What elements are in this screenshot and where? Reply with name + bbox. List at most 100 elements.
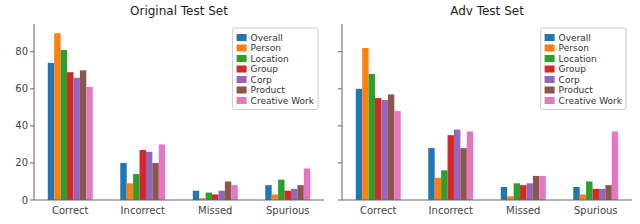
bar xyxy=(388,94,394,200)
x-axis-line xyxy=(342,200,632,201)
bar xyxy=(297,185,303,200)
bar xyxy=(501,187,507,200)
bar xyxy=(218,191,224,200)
legend-label: Location xyxy=(251,54,289,64)
bar xyxy=(356,89,362,200)
y-tick-label: 80 xyxy=(15,46,28,57)
bar xyxy=(278,180,284,200)
bars xyxy=(48,33,310,200)
bar xyxy=(193,191,199,200)
legend-swatch xyxy=(237,34,247,41)
bar xyxy=(127,183,133,200)
bar xyxy=(586,181,592,200)
bar xyxy=(231,185,237,200)
bar xyxy=(48,63,54,200)
bar xyxy=(73,78,79,200)
y-tick xyxy=(30,200,34,201)
bar xyxy=(146,152,152,200)
legend-swatch xyxy=(237,66,247,73)
legend-swatch xyxy=(545,97,555,104)
legend-label: Group xyxy=(251,64,279,74)
y-tick xyxy=(30,88,34,89)
bar xyxy=(285,191,291,200)
bar xyxy=(514,183,520,200)
bar xyxy=(593,189,599,200)
legend-swatch xyxy=(545,76,555,83)
y-tick xyxy=(338,125,342,126)
y-tick xyxy=(338,51,342,52)
x-tick-label: Missed xyxy=(506,205,540,216)
x-axis-line xyxy=(34,200,324,201)
legend-label: Product xyxy=(559,85,594,95)
bar xyxy=(212,194,218,200)
bar xyxy=(291,189,297,200)
bar xyxy=(272,194,278,200)
x-tick-label: Spurious xyxy=(266,205,310,216)
bar xyxy=(362,48,368,200)
legend-label: Person xyxy=(251,43,281,53)
legend-swatch xyxy=(545,34,555,41)
legend-label: Creative Work xyxy=(251,96,315,106)
legend-swatch xyxy=(237,45,247,52)
y-tick-label: 20 xyxy=(15,157,28,168)
y-tick xyxy=(338,162,342,163)
legend-label: Overall xyxy=(559,33,591,43)
panel: Original Test Set020406080CorrectIncorre… xyxy=(15,4,324,216)
bar xyxy=(61,50,67,200)
y-tick xyxy=(338,200,342,201)
legend-label: Location xyxy=(559,54,597,64)
bar xyxy=(435,178,441,200)
bar xyxy=(375,98,381,200)
bar xyxy=(612,131,618,200)
bar xyxy=(159,144,165,200)
legend-label: Corp xyxy=(559,75,580,85)
bar xyxy=(507,196,513,200)
bar xyxy=(265,185,271,200)
legend: OverallPersonLocationGroupCorpProductCre… xyxy=(233,28,318,110)
legend-swatch xyxy=(545,45,555,52)
legend: OverallPersonLocationGroupCorpProductCre… xyxy=(541,28,626,110)
chart-title: Adv Test Set xyxy=(450,4,524,18)
legend-label: Overall xyxy=(251,33,283,43)
legend-swatch xyxy=(545,55,555,62)
bar xyxy=(120,163,126,200)
legend-swatch xyxy=(545,66,555,73)
bar xyxy=(467,131,473,200)
y-tick xyxy=(338,88,342,89)
legend-box xyxy=(541,28,626,110)
legend-label: Creative Work xyxy=(559,96,623,106)
bar xyxy=(394,111,400,200)
bar xyxy=(454,130,460,200)
legend-swatch xyxy=(237,97,247,104)
bar xyxy=(140,150,146,200)
bar xyxy=(441,170,447,200)
bar xyxy=(580,194,586,200)
bar xyxy=(133,174,139,200)
legend-label: Product xyxy=(251,85,286,95)
bar xyxy=(369,74,375,200)
bar xyxy=(54,33,60,200)
bar xyxy=(152,163,158,200)
legend-label: Corp xyxy=(251,75,272,85)
x-tick-label: Correct xyxy=(52,205,89,216)
bar xyxy=(86,87,92,200)
x-tick-label: Missed xyxy=(198,205,232,216)
legend-label: Group xyxy=(559,64,587,74)
bar xyxy=(460,148,466,200)
legend-label: Person xyxy=(559,43,589,53)
bar xyxy=(80,70,86,200)
bars xyxy=(356,48,618,200)
bar xyxy=(381,100,387,200)
bar xyxy=(526,183,532,200)
bar xyxy=(206,193,212,200)
legend-swatch xyxy=(237,76,247,83)
x-tick-label: Correct xyxy=(360,205,397,216)
y-tick xyxy=(30,51,34,52)
legend-swatch xyxy=(237,55,247,62)
bar xyxy=(448,135,454,200)
bar xyxy=(573,187,579,200)
legend-swatch xyxy=(237,87,247,94)
panel: Adv Test SetCorrectIncorrectMissedSpurio… xyxy=(338,4,632,216)
bar xyxy=(520,185,526,200)
y-tick-label: 0 xyxy=(22,195,28,206)
